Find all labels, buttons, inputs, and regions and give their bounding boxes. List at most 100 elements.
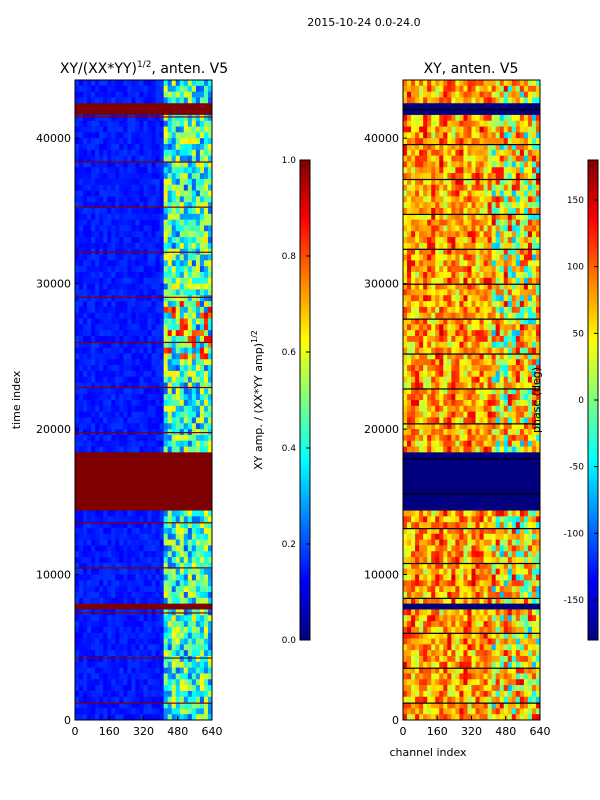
heatmap-cell — [87, 469, 92, 477]
heatmap-cell — [115, 510, 120, 517]
heatmap-cell — [99, 370, 104, 378]
heatmap-cell — [83, 690, 88, 698]
heatmap-cell — [179, 458, 185, 465]
heatmap-cell — [503, 103, 509, 110]
heatmap-cell — [443, 178, 448, 186]
heatmap-cell — [195, 603, 201, 610]
heatmap-cell — [163, 341, 169, 349]
heatmap-cell — [111, 114, 116, 122]
heatmap-cell — [75, 539, 80, 546]
heatmap-cell — [123, 592, 128, 599]
heatmap-cell — [99, 621, 104, 628]
heatmap-cell — [111, 487, 116, 494]
heatmap-cell — [135, 650, 140, 657]
heatmap-cell — [447, 248, 452, 256]
heatmap-cell — [131, 155, 136, 162]
heatmap-cell — [95, 85, 100, 93]
heatmap-cell — [175, 138, 181, 145]
heatmap-cell — [111, 126, 116, 133]
heatmap-cell — [535, 242, 540, 250]
heatmap-cell — [103, 173, 108, 180]
heatmap-cell — [499, 149, 505, 157]
heatmap-cell — [91, 400, 96, 407]
heatmap-cell — [143, 91, 149, 98]
heatmap-cell — [123, 487, 128, 494]
heatmap-cell — [91, 190, 96, 197]
heatmap-cell — [91, 661, 96, 669]
heatmap-cell — [163, 528, 169, 535]
heatmap-cell — [135, 312, 140, 320]
heatmap-cell — [143, 330, 149, 337]
heatmap-cell — [427, 132, 432, 139]
heatmap-cell — [159, 464, 165, 471]
heatmap-cell — [107, 400, 112, 407]
heatmap-cell — [95, 336, 100, 343]
heatmap-cell — [147, 411, 153, 418]
heatmap-cell — [75, 644, 80, 651]
heatmap-cell — [471, 190, 477, 197]
heatmap-cell — [151, 178, 157, 186]
heatmap-cell — [435, 184, 440, 192]
heatmap-cell — [87, 638, 92, 645]
heatmap-cell — [119, 557, 124, 564]
heatmap-cell — [195, 615, 201, 622]
heatmap-cell — [119, 365, 124, 372]
heatmap-cell — [191, 562, 197, 570]
heatmap-cell — [503, 277, 509, 285]
heatmap-cell — [491, 126, 497, 133]
heatmap-cell — [499, 190, 505, 197]
heatmap-cell — [175, 487, 181, 494]
heatmap-cell — [167, 388, 173, 395]
heatmap-cell — [203, 644, 209, 651]
heatmap-cell — [115, 388, 120, 395]
heatmap-cell — [79, 673, 84, 680]
heatmap-cell — [143, 685, 149, 692]
heatmap-cell — [203, 109, 209, 116]
heatmap-cell — [507, 178, 513, 186]
heatmap-cell — [475, 277, 481, 285]
heatmap-cell — [111, 202, 116, 209]
heatmap-cell — [135, 126, 140, 133]
heatmap-cell — [203, 184, 209, 192]
heatmap-cell — [159, 475, 165, 482]
heatmap-cell — [207, 568, 212, 576]
heatmap-cell — [107, 434, 112, 442]
heatmap-cell — [179, 97, 185, 104]
heatmap-cell — [483, 85, 489, 93]
heatmap-cell — [111, 301, 116, 308]
heatmap-cell — [527, 231, 533, 238]
heatmap-cell — [175, 702, 181, 709]
heatmap-cell — [491, 242, 497, 250]
heatmap-cell — [187, 644, 193, 651]
heatmap-cell — [175, 650, 181, 657]
heatmap-cell — [175, 178, 181, 186]
heatmap-cell — [455, 202, 460, 209]
heatmap-cell — [443, 272, 448, 279]
heatmap-cell — [471, 213, 477, 221]
heatmap-cell — [199, 196, 205, 203]
heatmap-cell — [203, 562, 209, 570]
heatmap-cell — [119, 539, 124, 546]
heatmap-cell — [115, 405, 120, 413]
heatmap-cell — [443, 225, 448, 232]
heatmap-cell — [95, 97, 100, 104]
heatmap-cell — [135, 545, 140, 552]
heatmap-cell — [91, 370, 96, 378]
heatmap-cell — [175, 423, 181, 430]
heatmap-cell — [527, 173, 533, 180]
heatmap-cell — [411, 167, 416, 174]
heatmap-cell — [103, 679, 108, 686]
heatmap-cell — [123, 283, 128, 290]
heatmap-cell — [139, 411, 144, 418]
heatmap-cell — [155, 394, 161, 401]
heatmap-cell — [431, 248, 436, 256]
heatmap-cell — [199, 533, 205, 541]
heatmap-cell — [531, 120, 537, 128]
heatmap-cell — [503, 155, 509, 162]
heatmap-cell — [147, 306, 153, 314]
heatmap-cell — [79, 533, 84, 541]
heatmap-cell — [91, 650, 96, 657]
heatmap-cell — [95, 306, 100, 314]
heatmap-cell — [139, 114, 144, 122]
heatmap-cell — [475, 161, 481, 168]
